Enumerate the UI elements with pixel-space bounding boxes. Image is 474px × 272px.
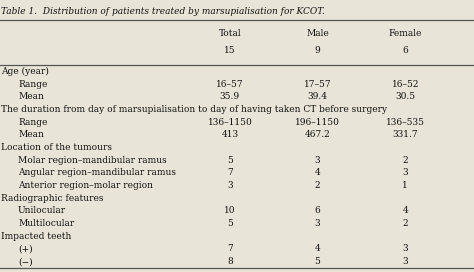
Text: 136–1150: 136–1150 [208, 118, 252, 127]
Text: 4: 4 [402, 206, 408, 215]
Text: Unilocular: Unilocular [18, 206, 66, 215]
Text: Mean: Mean [18, 92, 44, 101]
Text: 2: 2 [315, 181, 320, 190]
Text: Range: Range [18, 80, 47, 89]
Text: 136–535: 136–535 [386, 118, 425, 127]
Text: 2: 2 [402, 219, 408, 228]
Text: 3: 3 [402, 257, 408, 266]
Text: 5: 5 [227, 219, 233, 228]
Text: 39.4: 39.4 [308, 92, 328, 101]
Text: 5: 5 [315, 257, 320, 266]
Text: Male: Male [306, 29, 329, 39]
Text: Location of the tumours: Location of the tumours [1, 143, 112, 152]
Text: The duration from day of marsupialisation to day of having taken CT before surge: The duration from day of marsupialisatio… [1, 105, 387, 114]
Text: 196–1150: 196–1150 [295, 118, 340, 127]
Text: 9: 9 [315, 46, 320, 55]
Text: 16–57: 16–57 [216, 80, 244, 89]
Text: (+): (+) [18, 245, 33, 254]
Text: (−): (−) [18, 257, 33, 266]
Text: 4: 4 [315, 245, 320, 254]
Text: Angular region–mandibular ramus: Angular region–mandibular ramus [18, 168, 176, 177]
Text: 7: 7 [227, 168, 233, 177]
Text: 8: 8 [227, 257, 233, 266]
Text: 10: 10 [224, 206, 236, 215]
Text: Female: Female [389, 29, 422, 39]
Text: 5: 5 [227, 156, 233, 165]
Text: Range: Range [18, 118, 47, 127]
Text: 16–52: 16–52 [392, 80, 419, 89]
Text: 467.2: 467.2 [305, 131, 330, 140]
Text: 17–57: 17–57 [304, 80, 331, 89]
Text: 331.7: 331.7 [392, 131, 418, 140]
Text: 35.9: 35.9 [220, 92, 240, 101]
Text: Age (year): Age (year) [1, 67, 49, 76]
Text: 7: 7 [227, 245, 233, 254]
Text: Multilocular: Multilocular [18, 219, 74, 228]
Text: 1: 1 [402, 181, 408, 190]
Text: 3: 3 [315, 219, 320, 228]
Text: 2: 2 [402, 156, 408, 165]
Text: Impacted teeth: Impacted teeth [1, 232, 71, 241]
Text: Anterior region–molar region: Anterior region–molar region [18, 181, 153, 190]
Text: Total: Total [219, 29, 241, 39]
Text: 6: 6 [315, 206, 320, 215]
Text: Molar region–mandibular ramus: Molar region–mandibular ramus [18, 156, 167, 165]
Text: 6: 6 [402, 46, 408, 55]
Text: 3: 3 [402, 245, 408, 254]
Text: Radiographic features: Radiographic features [1, 194, 103, 203]
Text: 4: 4 [315, 168, 320, 177]
Text: 413: 413 [221, 131, 238, 140]
Text: Table 1.  Distribution of patients treated by marsupialisation for KCOT.: Table 1. Distribution of patients treate… [1, 7, 325, 16]
Text: 3: 3 [227, 181, 233, 190]
Text: 30.5: 30.5 [395, 92, 415, 101]
Text: 3: 3 [315, 156, 320, 165]
Text: 15: 15 [224, 46, 236, 55]
Text: Mean: Mean [18, 131, 44, 140]
Text: 3: 3 [402, 168, 408, 177]
